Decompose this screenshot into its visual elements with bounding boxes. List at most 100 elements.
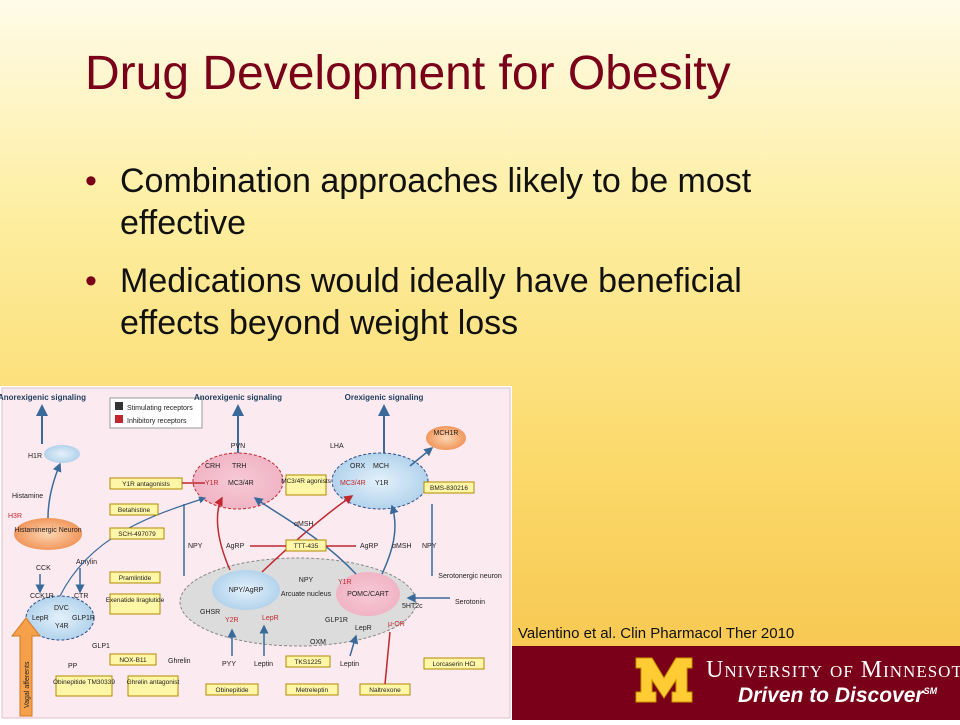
drug-bms-830216: BMS-830216 xyxy=(430,485,468,492)
lha-label: LHA xyxy=(330,443,344,450)
npy-agrp-label: NPY/AgRP xyxy=(229,587,264,594)
mch1r-node xyxy=(426,426,466,450)
leptin-left-label: Leptin xyxy=(254,661,273,668)
university-m-logo-icon xyxy=(635,657,693,703)
bullet-item: • Medications would ideally have benefic… xyxy=(85,260,845,344)
drug-tks1225: TKS1225 xyxy=(294,659,321,666)
amylin-label: Amylin xyxy=(76,559,97,566)
pomc-cart-label: POMC/CART xyxy=(347,591,390,598)
inhibitory-receptor-icon xyxy=(115,415,123,423)
arcuate-nucleus-label: Arcuate nucleus xyxy=(281,591,332,598)
y1r-arc-label: Y1R xyxy=(338,579,352,586)
mch1r-label: MCH1R xyxy=(434,430,459,437)
legend-inhibitory: Inhibitory receptors xyxy=(127,418,187,425)
bullet-icon: • xyxy=(85,162,97,200)
npy-mid-label: NPY xyxy=(299,577,314,584)
bullet-text: Combination approaches likely to be most… xyxy=(120,162,752,242)
citation: Valentino et al. Clin Pharmacol Ther 201… xyxy=(518,625,795,642)
lepr-dvc-label: LepR xyxy=(32,615,49,622)
serotonergic-neuron-label: Serotonergic neuron xyxy=(438,573,502,580)
drug-metreleptin: Metreleptin xyxy=(296,687,329,694)
bullet-text: Medications would ideally have beneficia… xyxy=(120,262,742,342)
ghrelin-label: Ghrelin xyxy=(168,658,191,665)
histaminergic-neuron-node xyxy=(14,518,82,550)
mch-label: MCH xyxy=(373,463,389,470)
agrp-left-label: AgRP xyxy=(226,543,245,550)
drug-y1r-antagonists: Y1R antagonists xyxy=(122,481,170,488)
drug-pramlintide: Pramlintide xyxy=(119,575,152,582)
npy-left-label: NPY xyxy=(188,543,203,550)
drug-naltrexone: Naltrexone xyxy=(369,687,401,694)
5ht2c-label: 5HT2c xyxy=(402,603,423,610)
anorexigenic-label-center: Anorexigenic signaling xyxy=(194,393,282,402)
h1r-label: H1R xyxy=(28,453,42,460)
ctr-label: CTR xyxy=(74,593,88,600)
vagal-afferents-arrow xyxy=(10,617,42,717)
drug-obinepitide: Obinepitide xyxy=(216,687,249,694)
drug-lorcaserin: Lorcaserin HCl xyxy=(433,661,477,668)
legend-stimulating: Stimulating receptors xyxy=(127,405,193,412)
drug-ttt-435: TTT-435 xyxy=(294,543,319,550)
drug-betahistine: Betahistine xyxy=(118,507,151,514)
dvc-label: DVC xyxy=(54,605,69,612)
lha-node xyxy=(331,452,429,510)
drug-boxes: Y1R antagonists MC3/4R agonists BMS-8302… xyxy=(53,474,485,697)
npy-right-label: NPY xyxy=(422,543,437,550)
oxm-label: OXM xyxy=(310,639,326,646)
h3r-label: H3R xyxy=(8,513,22,520)
mc34r-lha-label: MC3/4R xyxy=(340,480,366,487)
glp1r-dvc-label: GLP1R xyxy=(72,615,95,622)
pomc-cart-node xyxy=(336,572,400,616)
agrp-right-label: AgRP xyxy=(360,543,379,550)
bullet-item: • Combination approaches likely to be mo… xyxy=(85,160,845,244)
pvn-label: PVN xyxy=(231,443,245,450)
y4r-label: Y4R xyxy=(55,623,69,630)
pathway-diagram: Stimulating receptors Inhibitory recepto… xyxy=(0,387,511,719)
stimulating-receptor-icon xyxy=(115,402,123,410)
vagal-afferents-label: Vagal afferents xyxy=(24,661,31,708)
amsh-right-label: αMSH xyxy=(392,543,412,550)
bullet-list: • Combination approaches likely to be mo… xyxy=(85,160,845,360)
drug-sch-497079: SCH-497079 xyxy=(118,531,156,538)
amsh-top-label: αMSH xyxy=(294,521,314,528)
y1r-lha-label: Y1R xyxy=(375,480,389,487)
obesity-pathway-figure: Stimulating receptors Inhibitory recepto… xyxy=(0,386,512,720)
pvn-node xyxy=(192,452,284,510)
drug-obinepitide-tm30339: Obinepitide TM30339 xyxy=(53,679,115,686)
ghsr-label: GHSR xyxy=(200,609,220,616)
cck-label: CCK xyxy=(36,565,51,572)
university-footer-bar xyxy=(512,646,960,720)
orexigenic-label: Orexigenic signaling xyxy=(345,393,424,402)
npy-agrp-node xyxy=(212,570,280,610)
pp-label: PP xyxy=(68,663,78,670)
glp1r-arc-label: GLP1R xyxy=(325,617,348,624)
university-tagline: Driven to DiscoverSM xyxy=(738,684,938,707)
slide-title: Drug Development for Obesity xyxy=(85,47,731,100)
leptin-right-label: Leptin xyxy=(340,661,359,668)
glp1-label: GLP1 xyxy=(92,643,110,650)
service-mark: SM xyxy=(923,686,938,696)
lepr-arc-label: LepR xyxy=(262,615,279,622)
bullet-icon: • xyxy=(85,262,97,300)
dvc-node xyxy=(25,595,95,641)
university-name: University of Minnesota xyxy=(706,657,960,683)
drug-nox-b11: NOX-B11 xyxy=(119,657,147,664)
drug-mc34r-agonists: MC3/4R agonists xyxy=(281,478,332,485)
cck1r-label: CCK1R xyxy=(30,593,54,600)
lepr-arc2-label: LepR xyxy=(355,625,372,632)
drug-exenatide-liraglutide: Exenatide liraglutide xyxy=(106,597,165,604)
serotonin-label: Serotonin xyxy=(455,599,485,606)
y1r-pvn-label: Y1R xyxy=(205,480,219,487)
figure-legend: Stimulating receptors Inhibitory recepto… xyxy=(109,397,203,429)
drug-ghrelin-antagonist: Ghrelin antagonist xyxy=(127,679,180,686)
trh-label: TRH xyxy=(232,463,246,470)
orx-label: ORX xyxy=(350,463,366,470)
histamine-label: Histamine xyxy=(12,493,43,500)
anorexigenic-label-left: Anorexigenic signaling xyxy=(0,393,86,402)
mu-or-label: μ-OR xyxy=(388,621,405,628)
histaminergic-neuron-label: Histaminergic Neuron xyxy=(14,527,81,534)
crh-label: CRH xyxy=(205,463,220,470)
mc34r-pvn-label: MC3/4R xyxy=(228,480,254,487)
pyy-label: PYY xyxy=(222,661,236,668)
y2r-label: Y2R xyxy=(225,617,239,624)
